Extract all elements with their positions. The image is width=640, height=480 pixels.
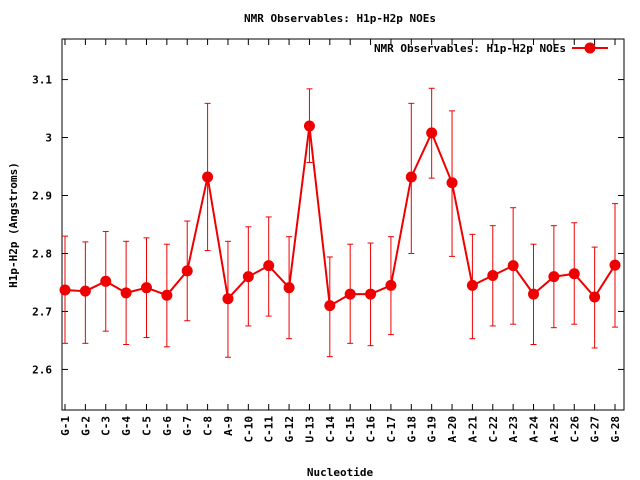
x-tick-label: G-2: [79, 416, 92, 436]
data-point: [120, 287, 132, 299]
data-point: [487, 270, 499, 282]
y-tick-label: 2.9: [32, 190, 52, 203]
x-tick-label: A-20: [446, 416, 459, 443]
data-point: [568, 268, 580, 280]
data-point: [59, 284, 71, 296]
x-tick-label: G-6: [161, 416, 174, 436]
chart-title: NMR Observables: H1p-H2p NOEs: [244, 12, 436, 25]
data-point: [79, 285, 91, 297]
data-point: [140, 282, 152, 294]
x-tick-label: A-23: [507, 416, 520, 443]
data-point: [426, 127, 438, 139]
x-tick-label: C-26: [568, 416, 581, 443]
data-point: [446, 177, 458, 189]
x-tick-label: C-10: [242, 416, 255, 443]
x-tick-label: G-27: [589, 416, 602, 443]
data-point: [263, 260, 275, 272]
data-point: [344, 288, 356, 300]
data-point: [589, 291, 601, 303]
x-tick-label: C-16: [365, 416, 378, 443]
data-point: [181, 265, 193, 277]
series-line: [64, 125, 616, 308]
data-point: [609, 259, 621, 271]
x-tick-label: C-17: [385, 416, 398, 443]
data-point: [548, 271, 560, 283]
data-point: [222, 293, 234, 305]
x-tick-label: G-18: [405, 416, 418, 443]
data-point: [385, 279, 397, 291]
x-tick-label: G-12: [283, 416, 296, 443]
x-axis: G-1 G-2 C-3 G-4 C-5 G-6 G-7 C-8 A-9 C-10 C-11 G-12 U…: [59, 39, 622, 443]
x-tick-label: A-21: [466, 416, 479, 443]
x-tick-label: C-3: [100, 416, 113, 436]
x-tick-label: G-19: [426, 416, 439, 443]
legend-marker: [584, 42, 596, 54]
data-point: [528, 288, 540, 300]
data-point: [242, 271, 254, 283]
data-point: [507, 260, 519, 272]
series-h1p-h2p: [59, 87, 621, 358]
x-tick-label: A-9: [222, 416, 235, 436]
legend-label: NMR Observables: H1p-H2p NOEs: [374, 42, 566, 55]
y-tick-label: 2.6: [32, 363, 52, 376]
y-axis-label: H1p-H2p (Angstroms): [7, 162, 20, 288]
x-tick-label: C-14: [324, 416, 337, 443]
plot-frame: [61, 38, 625, 411]
data-point: [100, 275, 112, 287]
x-tick-label: C-8: [202, 416, 215, 436]
x-tick-label: G-1: [59, 416, 72, 436]
data-point: [161, 289, 173, 301]
data-point: [466, 279, 478, 291]
x-tick-label: G-7: [181, 416, 194, 436]
data-point: [283, 282, 295, 294]
y-axis: 2.6 2.7 2.8 2.9 3 3.1: [32, 74, 624, 376]
x-tick-label: C-11: [263, 416, 276, 443]
x-tick-label: G-4: [120, 416, 133, 436]
y-tick-label: 2.8: [32, 247, 52, 260]
data-point: [324, 300, 336, 312]
x-tick-label: C-5: [140, 416, 153, 436]
x-tick-label: C-22: [487, 416, 500, 443]
data-point: [303, 120, 315, 132]
data-point: [202, 171, 214, 183]
data-point: [365, 288, 377, 300]
y-tick-label: 2.7: [32, 305, 52, 318]
data-point: [405, 171, 417, 183]
x-tick-label: A-24: [528, 416, 541, 443]
x-axis-label: Nucleotide: [307, 466, 374, 479]
legend: NMR Observables: H1p-H2p NOEs: [374, 42, 608, 55]
x-tick-label: U-13: [303, 416, 316, 443]
y-tick-label: 3: [45, 132, 52, 145]
y-tick-label: 3.1: [32, 74, 52, 87]
x-tick-label: C-15: [344, 416, 357, 443]
x-tick-label: A-25: [548, 416, 561, 443]
x-tick-label: G-28: [609, 416, 622, 443]
